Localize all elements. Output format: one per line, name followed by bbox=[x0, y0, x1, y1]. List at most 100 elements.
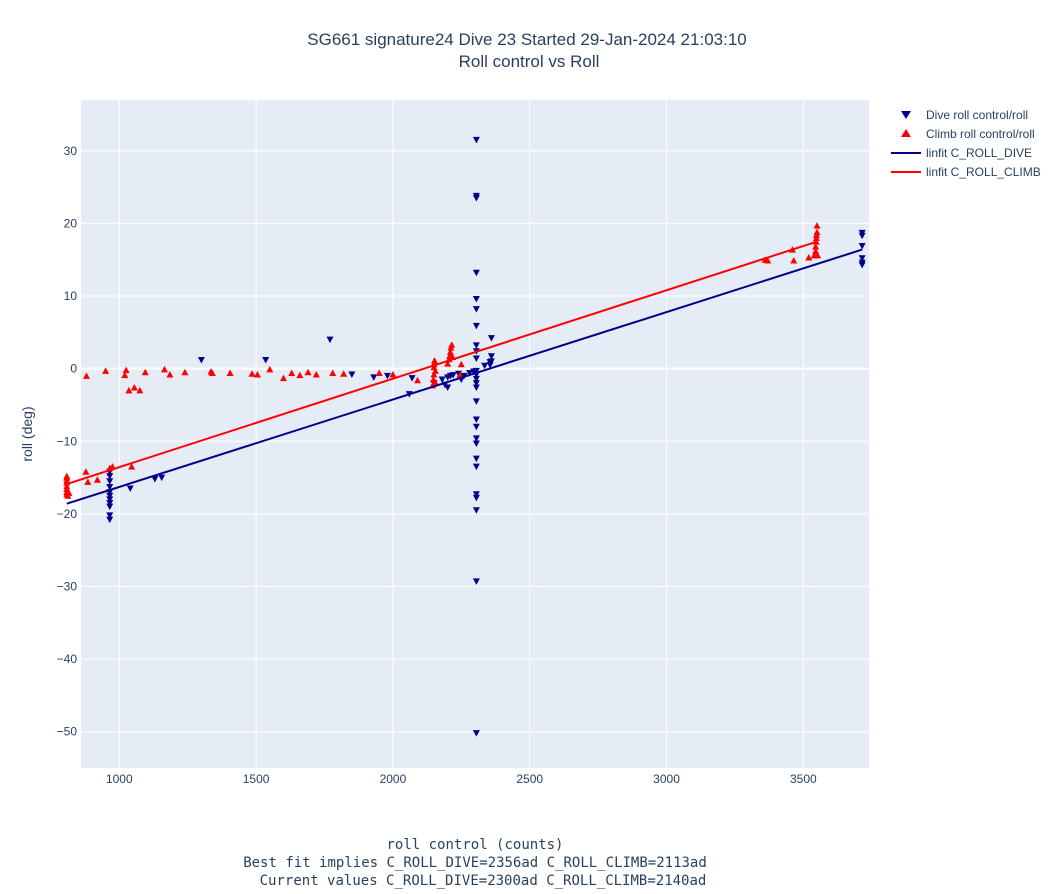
data-point bbox=[431, 357, 439, 364]
data-point bbox=[125, 386, 133, 394]
data-point bbox=[858, 261, 866, 269]
x-axis-label: roll control (counts) bbox=[386, 837, 563, 853]
x-tick-label: 1000 bbox=[106, 772, 133, 786]
data-point bbox=[472, 306, 480, 313]
data-point bbox=[166, 370, 174, 378]
data-point bbox=[472, 463, 480, 471]
fit-line bbox=[66, 240, 818, 486]
legend-marker-dive bbox=[901, 111, 911, 119]
data-point bbox=[106, 499, 114, 507]
data-point bbox=[814, 251, 822, 259]
y-tick-label: 20 bbox=[64, 216, 78, 230]
data-point bbox=[487, 358, 495, 365]
x-tick-label: 3500 bbox=[790, 772, 817, 786]
series-1 bbox=[63, 222, 822, 499]
data-point bbox=[248, 370, 256, 377]
x-axis-note-best-fit: Best fit implies C_ROLL_DIVE=2356ad C_RO… bbox=[243, 855, 707, 871]
data-point bbox=[226, 369, 234, 377]
data-point bbox=[296, 371, 304, 379]
data-point bbox=[472, 440, 480, 447]
series-0 bbox=[106, 136, 866, 737]
data-point bbox=[279, 374, 287, 382]
y-tick-label: −40 bbox=[57, 652, 78, 666]
data-point bbox=[126, 485, 134, 492]
x-tick-label: 3000 bbox=[653, 772, 680, 786]
data-point bbox=[82, 468, 90, 475]
data-point bbox=[348, 371, 356, 378]
data-point bbox=[472, 423, 480, 431]
data-series bbox=[63, 136, 866, 737]
y-tick-label: 0 bbox=[70, 362, 77, 376]
data-point bbox=[121, 371, 129, 379]
data-point bbox=[472, 295, 480, 303]
legend-label-dive: Dive roll control/roll bbox=[926, 108, 1028, 122]
data-point bbox=[813, 222, 821, 229]
legend-item-climb[interactable]: Climb roll control/roll bbox=[901, 127, 1035, 141]
data-point bbox=[102, 367, 110, 374]
data-point bbox=[456, 370, 464, 378]
y-tick-label: −10 bbox=[57, 434, 78, 448]
data-point bbox=[430, 370, 438, 378]
data-point bbox=[446, 348, 454, 355]
data-point bbox=[288, 369, 296, 377]
data-point bbox=[106, 503, 114, 511]
data-point bbox=[158, 474, 166, 482]
data-point bbox=[408, 375, 416, 382]
data-point bbox=[312, 370, 320, 378]
data-point bbox=[472, 136, 480, 144]
data-point bbox=[858, 242, 866, 250]
chart-subtitle: Roll control vs Roll bbox=[459, 52, 600, 71]
data-point bbox=[444, 384, 452, 392]
data-point bbox=[181, 368, 189, 376]
series-3 bbox=[66, 240, 818, 486]
data-point bbox=[151, 476, 159, 483]
legend-item-linfit-dive[interactable]: linfit C_ROLL_DIVE bbox=[891, 146, 1032, 160]
data-point bbox=[160, 365, 168, 373]
data-point bbox=[370, 374, 378, 381]
data-point bbox=[197, 356, 205, 364]
x-axis-note-current: Current values C_ROLL_DIVE=2300ad C_ROLL… bbox=[260, 873, 707, 889]
fit-line bbox=[66, 248, 863, 505]
legend-label-linfit-dive: linfit C_ROLL_DIVE bbox=[926, 146, 1032, 160]
data-point bbox=[790, 256, 798, 264]
data-point bbox=[141, 368, 149, 376]
data-point bbox=[472, 435, 480, 442]
legend-label-linfit-climb: linfit C_ROLL_CLIMB bbox=[926, 165, 1041, 179]
data-point bbox=[128, 463, 136, 470]
data-point bbox=[340, 370, 348, 377]
x-axis-ticks: 1000 1500 2000 2500 3000 3500 bbox=[106, 772, 817, 786]
data-point bbox=[136, 386, 144, 394]
data-point bbox=[106, 492, 114, 500]
data-point bbox=[448, 341, 456, 348]
y-tick-label: 30 bbox=[64, 144, 78, 158]
data-point bbox=[472, 507, 480, 514]
data-point bbox=[253, 370, 261, 378]
data-point bbox=[208, 369, 216, 377]
y-tick-label: −30 bbox=[57, 579, 78, 593]
data-point bbox=[326, 336, 334, 344]
data-point bbox=[329, 369, 337, 377]
data-point bbox=[444, 360, 452, 367]
data-point bbox=[466, 370, 474, 377]
data-point bbox=[106, 512, 114, 519]
y-axis-label: roll (deg) bbox=[19, 406, 35, 461]
data-point bbox=[383, 372, 391, 380]
legend-item-dive[interactable]: Dive roll control/roll bbox=[901, 108, 1028, 122]
data-point bbox=[472, 578, 480, 585]
data-point bbox=[431, 378, 439, 386]
legend-label-climb: Climb roll control/roll bbox=[926, 127, 1035, 141]
legend[interactable]: Dive roll control/roll Climb roll contro… bbox=[891, 108, 1041, 179]
data-point bbox=[481, 362, 489, 370]
data-point bbox=[262, 356, 270, 364]
data-point bbox=[431, 367, 439, 374]
data-point bbox=[487, 353, 495, 360]
data-point bbox=[472, 455, 480, 463]
data-point bbox=[487, 335, 495, 342]
data-point bbox=[438, 376, 446, 384]
data-point bbox=[472, 192, 480, 200]
data-point bbox=[813, 228, 821, 236]
legend-item-linfit-climb[interactable]: linfit C_ROLL_CLIMB bbox=[891, 165, 1041, 179]
data-point bbox=[106, 484, 114, 491]
data-point bbox=[106, 473, 114, 480]
